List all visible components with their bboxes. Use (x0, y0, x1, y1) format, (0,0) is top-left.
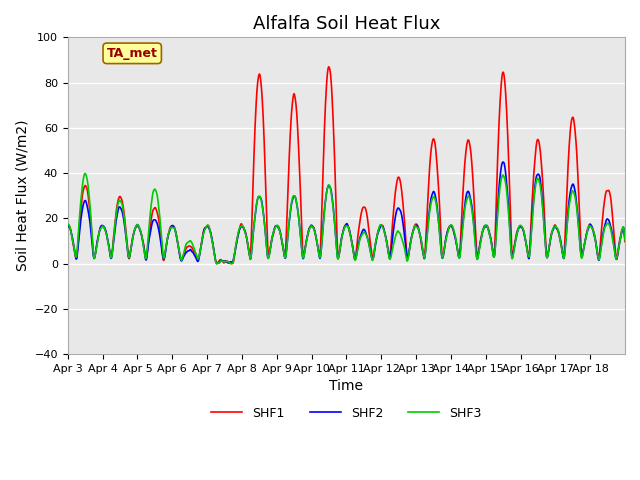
SHF1 (621, 239, 629, 244)
Text: TA_met: TA_met (107, 47, 157, 60)
SHF2 (560, 255, 568, 261)
SHF3 (212, 261, 220, 267)
SHF3 (152, 187, 159, 192)
SHF3 (560, 255, 568, 261)
SHF1 (479, 229, 486, 235)
SHF2 (151, 217, 159, 223)
SHF1 (228, 261, 236, 266)
SHF1 (322, 100, 330, 106)
SHF1 (64, 222, 72, 228)
SHF3 (479, 229, 486, 235)
Y-axis label: Soil Heat Flux (W/m2): Soil Heat Flux (W/m2) (15, 120, 29, 272)
SHF1 (614, 245, 622, 251)
SHF3 (621, 237, 629, 243)
SHF2 (478, 232, 486, 238)
Line: SHF2: SHF2 (68, 162, 625, 263)
SHF2 (64, 223, 72, 229)
Line: SHF1: SHF1 (68, 67, 625, 264)
Line: SHF3: SHF3 (68, 173, 625, 264)
SHF3 (322, 195, 330, 201)
SHF3 (614, 247, 622, 252)
Legend: SHF1, SHF2, SHF3: SHF1, SHF2, SHF3 (206, 402, 487, 424)
SHF2 (499, 159, 507, 165)
SHF2 (214, 260, 222, 266)
SHF2 (322, 197, 330, 203)
SHF2 (621, 236, 629, 242)
SHF1 (333, 216, 340, 221)
SHF1 (151, 205, 159, 211)
SHF3 (64, 221, 72, 227)
X-axis label: Time: Time (330, 379, 364, 394)
SHF2 (332, 239, 340, 244)
SHF3 (81, 170, 89, 176)
SHF3 (333, 243, 340, 249)
Title: Alfalfa Soil Heat Flux: Alfalfa Soil Heat Flux (253, 15, 440, 33)
SHF2 (614, 247, 622, 252)
SHF1 (560, 252, 568, 258)
SHF1 (325, 64, 333, 70)
